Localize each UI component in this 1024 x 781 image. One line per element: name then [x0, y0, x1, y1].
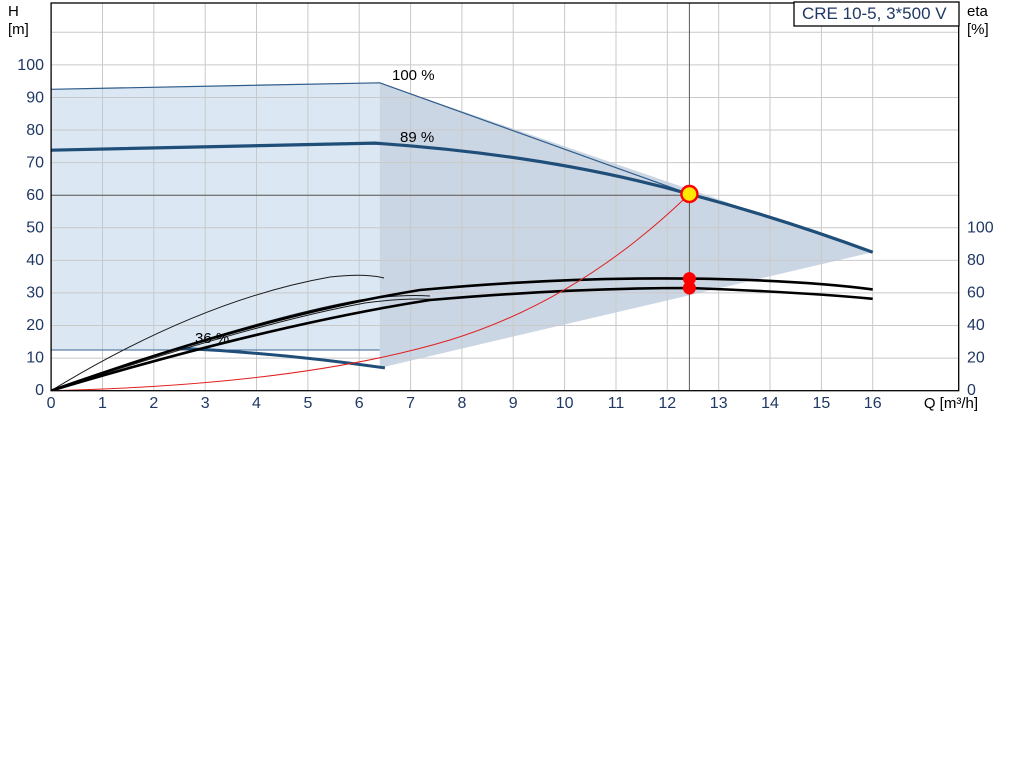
svg-text:89 %: 89 % — [400, 129, 434, 146]
svg-text:7: 7 — [406, 395, 415, 412]
svg-text:70: 70 — [26, 155, 44, 172]
svg-text:100 %: 100 % — [392, 67, 435, 84]
svg-text:0: 0 — [35, 382, 44, 399]
svg-text:0: 0 — [47, 395, 56, 412]
svg-text:20: 20 — [26, 317, 44, 334]
svg-text:2: 2 — [149, 395, 158, 412]
svg-text:40: 40 — [967, 317, 985, 334]
svg-text:10: 10 — [26, 350, 44, 367]
svg-text:13: 13 — [710, 395, 728, 412]
svg-text:40: 40 — [26, 252, 44, 269]
svg-text:eta: eta — [967, 3, 989, 20]
svg-text:12: 12 — [658, 395, 676, 412]
svg-text:9: 9 — [509, 395, 518, 412]
svg-text:H: H — [8, 3, 19, 20]
svg-text:5: 5 — [303, 395, 312, 412]
svg-text:30: 30 — [26, 285, 44, 302]
svg-text:14: 14 — [761, 395, 779, 412]
svg-text:90: 90 — [26, 90, 44, 107]
svg-text:50: 50 — [26, 220, 44, 237]
svg-text:80: 80 — [26, 122, 44, 139]
svg-text:60: 60 — [967, 285, 985, 302]
svg-text:8: 8 — [457, 395, 466, 412]
svg-text:[%]: [%] — [967, 21, 989, 38]
svg-text:Q [m³/h]: Q [m³/h] — [924, 395, 978, 412]
svg-text:15: 15 — [813, 395, 831, 412]
svg-text:6: 6 — [355, 395, 364, 412]
svg-text:60: 60 — [26, 187, 44, 204]
svg-text:1: 1 — [98, 395, 107, 412]
svg-text:100: 100 — [17, 57, 44, 74]
svg-text:3: 3 — [201, 395, 210, 412]
svg-text:4: 4 — [252, 395, 261, 412]
svg-text:100: 100 — [967, 220, 994, 237]
svg-text:11: 11 — [608, 395, 625, 412]
svg-text:10: 10 — [556, 395, 574, 412]
svg-text:CRE 10-5, 3*500 V: CRE 10-5, 3*500 V — [802, 4, 947, 23]
svg-text:16: 16 — [864, 395, 882, 412]
svg-text:80: 80 — [967, 252, 985, 269]
svg-text:36 %: 36 % — [195, 330, 229, 347]
svg-text:20: 20 — [967, 350, 985, 367]
svg-text:[m]: [m] — [8, 21, 29, 38]
